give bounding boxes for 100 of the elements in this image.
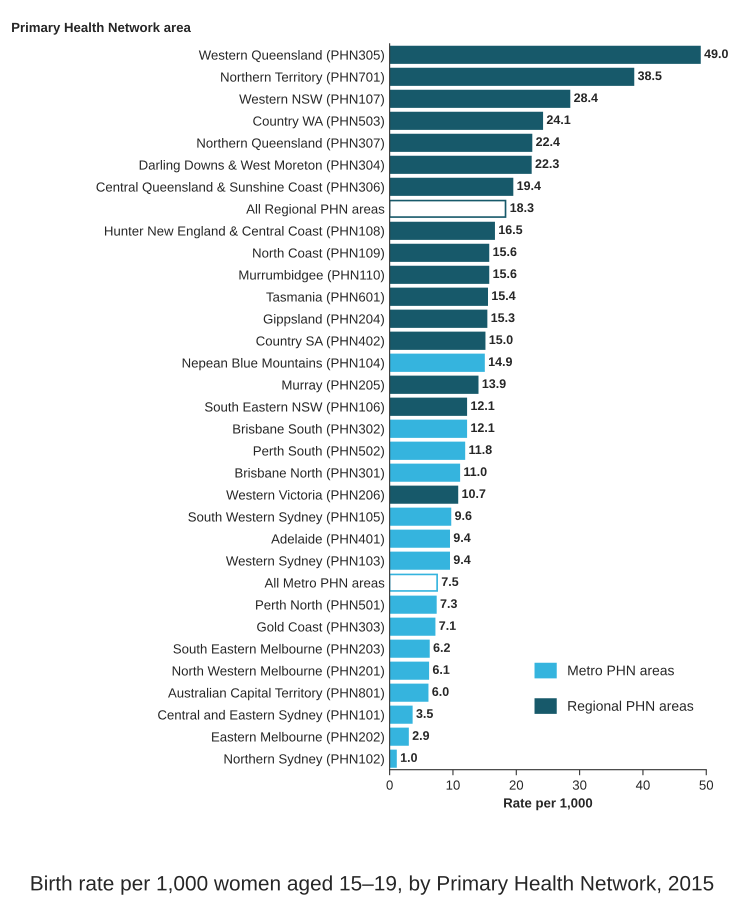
y-tick-label: Brisbane South (PHN302) (233, 424, 384, 436)
bar (390, 266, 490, 284)
bar (390, 332, 486, 350)
y-tick-label: Perth North (PHN501) (256, 600, 384, 612)
data-label: 12.1 (471, 423, 494, 432)
x-tick-label: 30 (572, 780, 586, 790)
y-tick-label: Murrumbidgee (PHN110) (239, 270, 384, 282)
bar (390, 420, 468, 438)
y-tick-label: Western Sydney (PHN103) (226, 556, 384, 568)
data-label: 19.4 (517, 181, 541, 190)
bar (390, 530, 450, 548)
bar (390, 706, 413, 724)
y-tick-label: South Western Sydney (PHN105) (188, 512, 384, 524)
data-label: 15.6 (493, 269, 516, 278)
x-tick-label: 20 (510, 780, 524, 790)
bar (390, 640, 430, 658)
y-tick-label: Eastern Melbourne (PHN202) (212, 732, 384, 744)
y-tick-label: Perth South (PHN502) (254, 446, 384, 458)
y-tick-label: Western Victoria (PHN206) (226, 490, 384, 502)
bar (390, 662, 430, 680)
text: Birth rate per 1,000 women aged 15–19, by Primary Health Network, 2015 (32, 875, 714, 895)
data-label: 12.1 (471, 401, 494, 410)
bar (390, 508, 452, 526)
data-label: 3.5 (416, 709, 433, 718)
bar (390, 486, 458, 504)
data-label: 24.1 (546, 115, 570, 124)
data-label: 15.0 (490, 335, 513, 344)
bar (390, 596, 437, 614)
bar (390, 310, 488, 328)
y-tick-label: Country SA (PHN402) (256, 336, 384, 348)
y-tick-label: Murray (PHN205) (282, 380, 384, 392)
bar (390, 574, 438, 592)
data-label: 15.4 (492, 291, 516, 300)
bar (390, 728, 409, 746)
bar (390, 398, 468, 416)
y-tick-label: Tasmania (PHN601) (266, 292, 384, 304)
x-axis-title: Rate per 1,000 (504, 798, 592, 810)
x-tick-label: 10 (446, 780, 460, 790)
data-label: 22.3 (535, 159, 559, 168)
y-tick-label: Central and Eastern Sydney (PHN101) (158, 710, 384, 722)
data-label: 13.9 (482, 379, 506, 388)
y-axis-title: Primary Health Network area (12, 22, 191, 35)
data-label: 9.4 (454, 555, 471, 564)
data-label: 9.4 (454, 533, 471, 542)
x-tick-label: 50 (699, 780, 714, 790)
bar (390, 442, 466, 460)
data-label: 49.0 (704, 49, 728, 58)
bar (390, 222, 495, 240)
y-tick-label: North Coast (PHN109) (253, 248, 384, 260)
data-label: 7.5 (442, 577, 458, 586)
y-tick-label: Country WA (PHN503) (253, 116, 384, 128)
y-tick-label: Darling Downs & West Moreton (PHN304) (140, 160, 384, 172)
bar (390, 552, 450, 570)
y-tick-label: Nepean Blue Mountains (PHN104) (182, 358, 384, 370)
y-tick-label: Central Queensland & Sunshine Coast (PHN306) (96, 182, 384, 194)
data-label: 15.3 (491, 313, 515, 322)
data-label: 2.9 (412, 731, 430, 740)
bar (390, 200, 506, 218)
data-label: 6.0 (432, 687, 449, 696)
y-tick-label: South Eastern Melbourne (PHN203) (173, 644, 384, 656)
bar (390, 112, 544, 130)
data-label: 38.5 (638, 71, 662, 80)
data-label: 14.9 (488, 357, 512, 366)
bar (390, 464, 460, 482)
data-label: 15.6 (493, 247, 516, 256)
data-label: 6.1 (432, 665, 450, 674)
bar (390, 156, 532, 174)
y-tick-label: Northern Territory (PHN701) (221, 72, 384, 84)
y-tick-label: Hunter New England & Central Coast (PHN108) (104, 226, 384, 238)
y-tick-label: Western Queensland (PHN305) (198, 50, 384, 62)
data-label: 9.6 (455, 511, 472, 520)
bar (390, 376, 478, 394)
bar (390, 750, 397, 768)
y-tick-label: Gippsland (PHN204) (264, 314, 384, 326)
legend-label: Regional PHN areas (568, 700, 694, 714)
y-tick-label: North Western Melbourne (PHN201) (172, 666, 384, 678)
y-tick-label: All Regional PHN areas (246, 204, 384, 216)
bar (390, 46, 701, 64)
y-tick-label: All Metro PHN areas (264, 578, 384, 588)
y-tick-label: Northern Sydney (PHN102) (224, 754, 384, 766)
y-tick-label: Australian Capital Territory (PHN801) (168, 688, 384, 700)
data-label: 18.3 (510, 203, 534, 212)
bar (390, 618, 436, 636)
data-label: 11.0 (464, 467, 487, 476)
data-label: 7.3 (440, 599, 457, 608)
data-label: 11.8 (469, 445, 492, 454)
data-label: 7.1 (439, 621, 456, 630)
data-label: 22.4 (536, 137, 560, 146)
y-tick-label: Western NSW (PHN107) (239, 94, 384, 106)
bar (390, 68, 634, 86)
bar (390, 288, 488, 306)
bar (390, 244, 490, 262)
data-label: 1.0 (400, 753, 417, 762)
x-tick-label: 40 (636, 780, 650, 790)
data-label: 6.2 (434, 643, 450, 652)
data-label: 28.4 (574, 93, 598, 102)
bar (390, 90, 570, 108)
bar (390, 134, 532, 152)
y-tick-label: Brisbane North (PHN301) (236, 468, 384, 480)
y-tick-label: Northern Queensland (PHN307) (197, 138, 384, 150)
